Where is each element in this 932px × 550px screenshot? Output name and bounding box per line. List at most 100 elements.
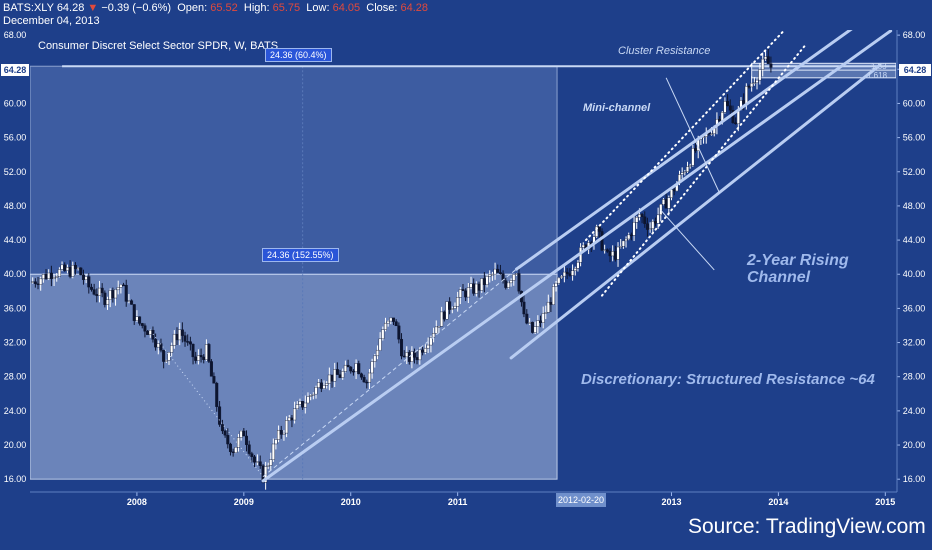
candle-body[interactable] — [71, 265, 75, 277]
rising-channel-upper-line[interactable] — [514, 1, 890, 271]
candle-body[interactable] — [600, 231, 604, 251]
candle-body[interactable] — [231, 451, 235, 453]
candle-body[interactable] — [183, 335, 187, 342]
mini-channel-pointer[interactable] — [665, 77, 721, 194]
candle-body[interactable] — [116, 287, 120, 291]
candle-body[interactable] — [619, 246, 623, 248]
candle-body[interactable] — [204, 344, 208, 360]
candle-body[interactable] — [274, 439, 278, 445]
candle-body[interactable] — [517, 273, 521, 292]
candle-body[interactable] — [512, 274, 516, 281]
candle-body[interactable] — [597, 226, 601, 232]
candle-body[interactable] — [400, 338, 404, 357]
candle-body[interactable] — [450, 308, 454, 310]
candle-body[interactable] — [65, 267, 69, 271]
candle-body[interactable] — [498, 272, 502, 274]
candle-body[interactable] — [723, 101, 727, 113]
candle-body[interactable] — [397, 325, 401, 340]
candle-body[interactable] — [175, 333, 179, 341]
candle-body[interactable] — [333, 369, 337, 382]
candle-body[interactable] — [683, 171, 687, 174]
candle-body[interactable] — [346, 364, 350, 368]
candle-body[interactable] — [76, 267, 80, 270]
candle-body[interactable] — [546, 301, 550, 313]
candle-body[interactable] — [686, 166, 690, 173]
candle-body[interactable] — [108, 290, 112, 300]
candle-body[interactable] — [426, 344, 430, 349]
candle-body[interactable] — [122, 284, 126, 287]
candle-body[interactable] — [47, 272, 51, 279]
candle-body[interactable] — [474, 283, 478, 294]
candle-body[interactable] — [752, 82, 756, 84]
candle-body[interactable] — [764, 56, 768, 60]
candle-body[interactable] — [560, 275, 564, 279]
candle-body[interactable] — [680, 172, 684, 175]
candle-body[interactable] — [627, 234, 631, 240]
candle-body[interactable] — [536, 320, 540, 327]
candle-body[interactable] — [357, 363, 361, 374]
candle-body[interactable] — [100, 287, 104, 294]
candle-body[interactable] — [266, 465, 270, 467]
candle-body[interactable] — [672, 189, 676, 192]
candle-body[interactable] — [761, 58, 765, 70]
candle-body[interactable] — [539, 320, 543, 323]
candle-body[interactable] — [632, 222, 636, 236]
candle-body[interactable] — [389, 317, 393, 322]
candle-body[interactable] — [253, 456, 257, 463]
candle-body[interactable] — [63, 264, 67, 271]
candle-body[interactable] — [314, 387, 318, 395]
candle-body[interactable] — [437, 326, 441, 328]
rising-channel-pointer[interactable] — [660, 209, 715, 271]
candle-body[interactable] — [111, 290, 115, 299]
candle-body[interactable] — [236, 437, 240, 448]
candle-body[interactable] — [41, 274, 45, 280]
candle-body[interactable] — [36, 283, 40, 285]
candle-body[interactable] — [218, 406, 222, 425]
candle-body[interactable] — [269, 459, 273, 466]
rising-channel-lower-line[interactable] — [261, 30, 893, 483]
candle-body[interactable] — [322, 385, 326, 389]
candle-body[interactable] — [68, 267, 72, 277]
candle-body[interactable] — [472, 283, 476, 294]
candle-body[interactable] — [421, 349, 425, 353]
candle-body[interactable] — [661, 199, 665, 205]
candle-body[interactable] — [568, 273, 572, 276]
candle-body[interactable] — [135, 316, 139, 321]
candle-body[interactable] — [434, 326, 438, 334]
candle-body[interactable] — [223, 430, 227, 436]
candle-body[interactable] — [250, 453, 254, 457]
candle-body[interactable] — [482, 278, 486, 285]
candle-body[interactable] — [418, 349, 422, 361]
candle-body[interactable] — [453, 306, 457, 309]
candle-body[interactable] — [215, 383, 219, 407]
candle-body[interactable] — [477, 283, 481, 291]
candle-body[interactable] — [84, 276, 88, 280]
candle-body[interactable] — [648, 228, 652, 230]
candle-body[interactable] — [394, 321, 398, 327]
candle-body[interactable] — [383, 322, 387, 330]
candle-body[interactable] — [744, 86, 748, 104]
candle-body[interactable] — [209, 361, 213, 377]
candle-body[interactable] — [440, 311, 444, 327]
candle-body[interactable] — [734, 122, 738, 125]
candle-body[interactable] — [728, 105, 732, 111]
candle-body[interactable] — [87, 276, 91, 288]
candle-body[interactable] — [496, 268, 500, 273]
candle-body[interactable] — [247, 444, 251, 454]
candle-body[interactable] — [212, 376, 216, 384]
candle-body[interactable] — [750, 82, 754, 88]
candle-body[interactable] — [186, 341, 190, 343]
candle-body[interactable] — [551, 286, 555, 305]
candle-body[interactable] — [525, 313, 529, 324]
source-brand[interactable]: TradingView.com — [765, 515, 926, 538]
candle-body[interactable] — [154, 339, 158, 348]
candle-body[interactable] — [44, 274, 48, 279]
candle-body[interactable] — [39, 278, 43, 285]
candle-body[interactable] — [603, 249, 607, 251]
candle-body[interactable] — [140, 323, 144, 326]
candle-body[interactable] — [533, 326, 537, 333]
candle-body[interactable] — [327, 374, 331, 384]
candle-body[interactable] — [143, 325, 147, 332]
candle-body[interactable] — [488, 274, 492, 277]
candle-body[interactable] — [635, 216, 639, 223]
